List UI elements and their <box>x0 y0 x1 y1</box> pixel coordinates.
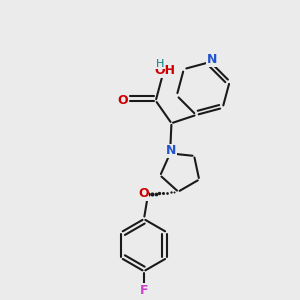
Text: O: O <box>117 94 128 107</box>
Text: N: N <box>166 144 176 157</box>
Text: F: F <box>140 284 148 297</box>
Text: O: O <box>138 187 148 200</box>
Text: OH: OH <box>154 64 175 77</box>
Text: H: H <box>156 58 164 69</box>
Text: N: N <box>207 53 217 66</box>
